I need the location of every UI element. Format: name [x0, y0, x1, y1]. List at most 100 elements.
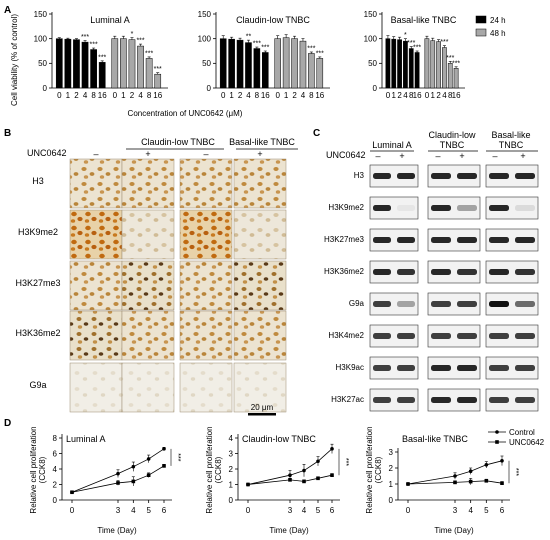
x-tick-label: 1 [121, 91, 126, 100]
significance-mark: * [404, 32, 407, 39]
wb-band [489, 397, 509, 403]
wb-band [457, 173, 477, 179]
point-control [162, 447, 166, 451]
wb-blot-box [369, 196, 419, 220]
x-tick-label: 16 [413, 91, 422, 100]
legend-marker-unc0642 [495, 440, 499, 444]
ihc-image [121, 209, 175, 260]
panel-label-a: A [4, 5, 11, 16]
wb-condition: – [435, 151, 440, 161]
panel-label-b: B [4, 128, 11, 139]
wb-blot-box [427, 196, 481, 220]
x-tick-label: 5 [146, 506, 151, 515]
wb-blot-box [485, 164, 539, 188]
significance-mark: *** [307, 45, 315, 52]
wb-band [515, 365, 535, 371]
x-tick-label: 1 [284, 91, 289, 100]
wb-blot-box [369, 388, 419, 412]
bar [236, 39, 244, 89]
point-control [500, 459, 504, 463]
bar [308, 53, 315, 89]
bar [55, 38, 63, 89]
y-tick-label: 8 [53, 434, 58, 443]
wb-row-label: H3 [354, 171, 365, 180]
panel-label-d: D [4, 418, 11, 429]
point-control [302, 468, 306, 473]
y-tick-label: 0 [43, 84, 48, 93]
significance-mark: *** [440, 39, 448, 46]
bar [228, 38, 235, 89]
wb-blot-box [427, 260, 481, 284]
bar [120, 38, 127, 89]
wb-band [397, 237, 415, 243]
ihc-treatment-label: UNC0642 [27, 148, 67, 158]
line-chart-basal-like: Basal-like TNBC Relative cell proliferati… [365, 426, 519, 535]
bar [385, 38, 391, 89]
wb-blot-box [485, 228, 539, 252]
bar [262, 52, 269, 89]
line-chart-xlabel: Time (Day) [434, 526, 474, 535]
wb-blot-box [485, 196, 539, 220]
wb-condition: + [459, 151, 464, 161]
significance-mark: *** [81, 34, 89, 41]
ihc-image [179, 310, 233, 361]
panel-b-ihc: Claudin-low TNBC Basal-like TNBC UNC0642… [15, 137, 298, 416]
ihc-scale-bar [248, 413, 276, 416]
line-chart-ylabel: Relative cell proliferation(CCK8) [205, 426, 223, 513]
wb-condition: + [520, 151, 525, 161]
bar [442, 47, 447, 89]
x-tick-label: 0 [406, 506, 411, 515]
y-tick-label: 150 [34, 10, 48, 19]
wb-row-label: H3K27ac [331, 395, 364, 404]
wb-condition: + [399, 151, 404, 161]
bar [253, 48, 261, 89]
wb-band [373, 237, 391, 243]
line-chart-title: Basal-like TNBC [402, 434, 468, 444]
wb-band [397, 205, 415, 211]
wb-band [431, 173, 451, 179]
ihc-cond-2: + [145, 149, 150, 159]
significance-mark: *** [154, 66, 162, 73]
ihc-cond-1: – [93, 149, 98, 159]
significance-mark: *** [446, 55, 454, 62]
y-tick-label: 0 [229, 496, 234, 505]
significance-mark: *** [98, 54, 106, 61]
x-tick-label: 4 [246, 91, 251, 100]
y-tick-label: 1 [229, 480, 234, 489]
y-tick-label: 3 [389, 448, 394, 457]
wb-group-basal-like: Basal-like TNBC [491, 130, 530, 150]
x-tick-label: 2 [292, 91, 297, 100]
wb-band [431, 301, 451, 307]
wb-blot-box [369, 292, 419, 316]
ihc-image [69, 362, 123, 413]
panel-a-bar-charts: Cell viability (% of control) Concentrat… [10, 10, 506, 118]
ihc-row-label: H3K27me3 [15, 278, 60, 288]
bar-chart-title: Basal-like TNBC [391, 15, 457, 25]
wb-band [489, 205, 509, 211]
wb-band [373, 397, 391, 403]
wb-band [489, 237, 509, 243]
y-tick-label: 150 [364, 10, 378, 19]
bar [291, 38, 298, 89]
wb-condition: – [492, 151, 497, 161]
wb-band [489, 269, 509, 275]
point-unc0642 [288, 478, 292, 482]
wb-blot-box [369, 260, 419, 284]
ihc-group-claudin-low: Claudin-low TNBC [141, 137, 215, 147]
x-tick-label: 1 [431, 91, 436, 100]
point-control [330, 447, 334, 451]
point-unc0642 [162, 464, 166, 468]
wb-blot-box [369, 228, 419, 252]
wb-band [397, 301, 415, 307]
x-tick-label: 16 [315, 91, 324, 100]
ihc-image [121, 260, 175, 311]
bar [274, 38, 281, 89]
wb-row-label: H3K27me3 [324, 235, 365, 244]
y-tick-label: 2 [389, 464, 394, 473]
x-tick-label: 1 [229, 91, 234, 100]
line-chart-title: Luminal A [66, 434, 106, 444]
wb-band [515, 237, 535, 243]
wb-condition: – [375, 151, 380, 161]
